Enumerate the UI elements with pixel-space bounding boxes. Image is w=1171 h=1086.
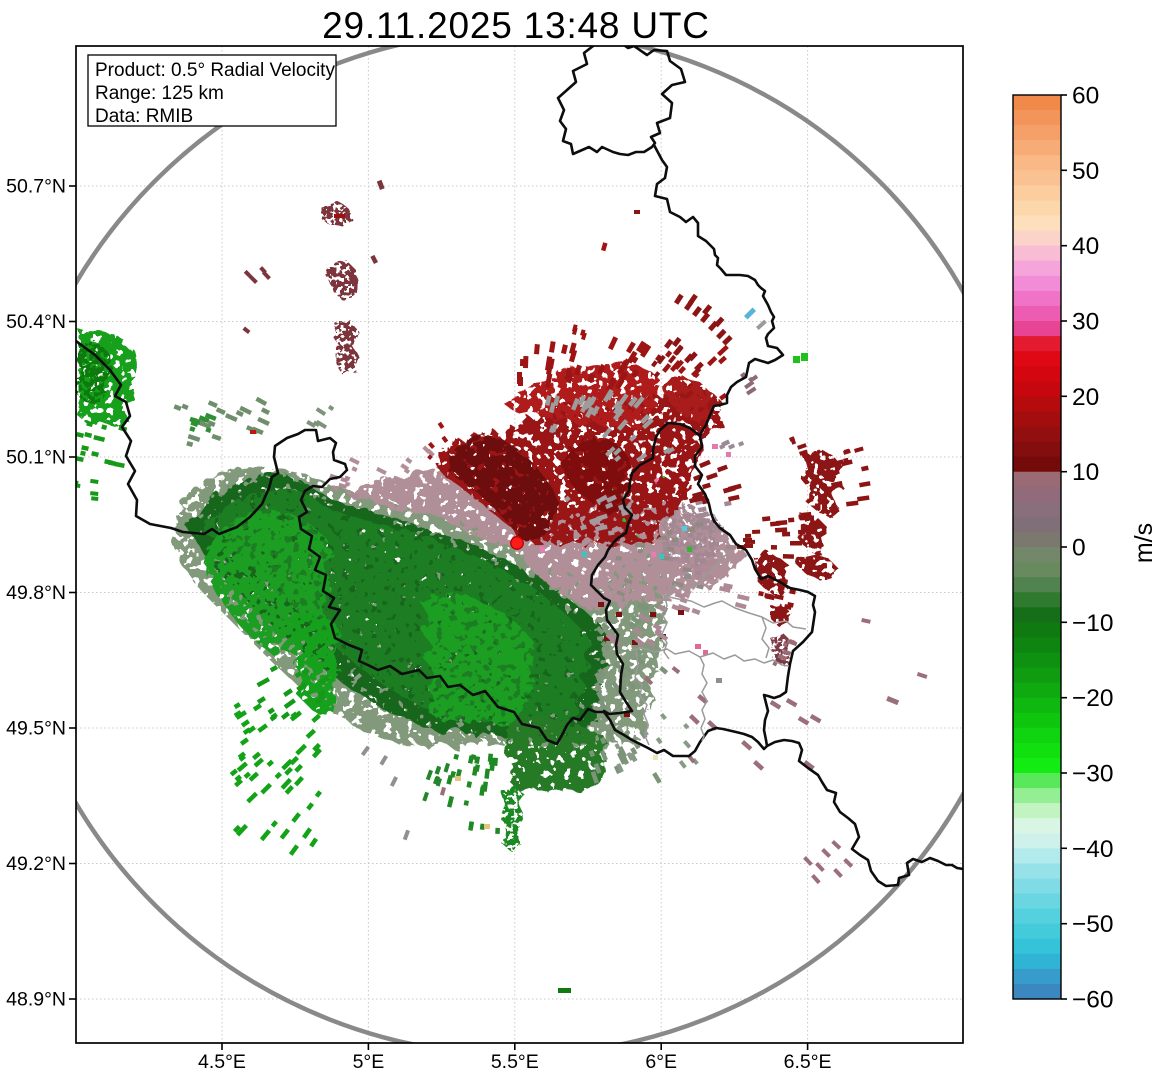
svg-text:5°E: 5°E bbox=[353, 1051, 385, 1073]
svg-text:50.1°N: 50.1°N bbox=[6, 447, 66, 469]
svg-text:50: 50 bbox=[1072, 158, 1099, 185]
svg-text:49.8°N: 49.8°N bbox=[6, 582, 66, 604]
svg-text:−20: −20 bbox=[1072, 685, 1114, 712]
svg-text:50.7°N: 50.7°N bbox=[6, 176, 66, 198]
svg-text:49.5°N: 49.5°N bbox=[6, 718, 66, 740]
svg-text:−40: −40 bbox=[1072, 836, 1114, 863]
svg-text:10: 10 bbox=[1072, 459, 1099, 486]
svg-text:Data: RMIB: Data: RMIB bbox=[95, 106, 193, 127]
svg-text:30: 30 bbox=[1072, 309, 1099, 336]
svg-text:−10: −10 bbox=[1072, 610, 1114, 637]
svg-text:29.11.2025 13:48 UTC: 29.11.2025 13:48 UTC bbox=[322, 5, 710, 46]
svg-text:Product: 0.5° Radial Velocity: Product: 0.5° Radial Velocity bbox=[95, 60, 335, 81]
svg-text:5.5°E: 5.5°E bbox=[491, 1051, 539, 1073]
svg-text:6°E: 6°E bbox=[645, 1051, 677, 1073]
svg-text:40: 40 bbox=[1072, 233, 1099, 260]
svg-text:4.5°E: 4.5°E bbox=[198, 1051, 246, 1073]
svg-text:−50: −50 bbox=[1072, 911, 1114, 938]
svg-text:49.2°N: 49.2°N bbox=[6, 853, 66, 875]
svg-text:0: 0 bbox=[1072, 535, 1086, 562]
svg-text:m/s: m/s bbox=[1130, 523, 1158, 563]
svg-text:6.5°E: 6.5°E bbox=[784, 1051, 832, 1073]
svg-text:−30: −30 bbox=[1072, 761, 1114, 788]
svg-text:48.9°N: 48.9°N bbox=[6, 989, 66, 1011]
svg-text:50.4°N: 50.4°N bbox=[6, 311, 66, 333]
svg-text:60: 60 bbox=[1072, 83, 1099, 110]
svg-text:−60: −60 bbox=[1072, 987, 1114, 1014]
svg-text:20: 20 bbox=[1072, 384, 1099, 411]
svg-text:Range: 125 km: Range: 125 km bbox=[95, 83, 224, 104]
